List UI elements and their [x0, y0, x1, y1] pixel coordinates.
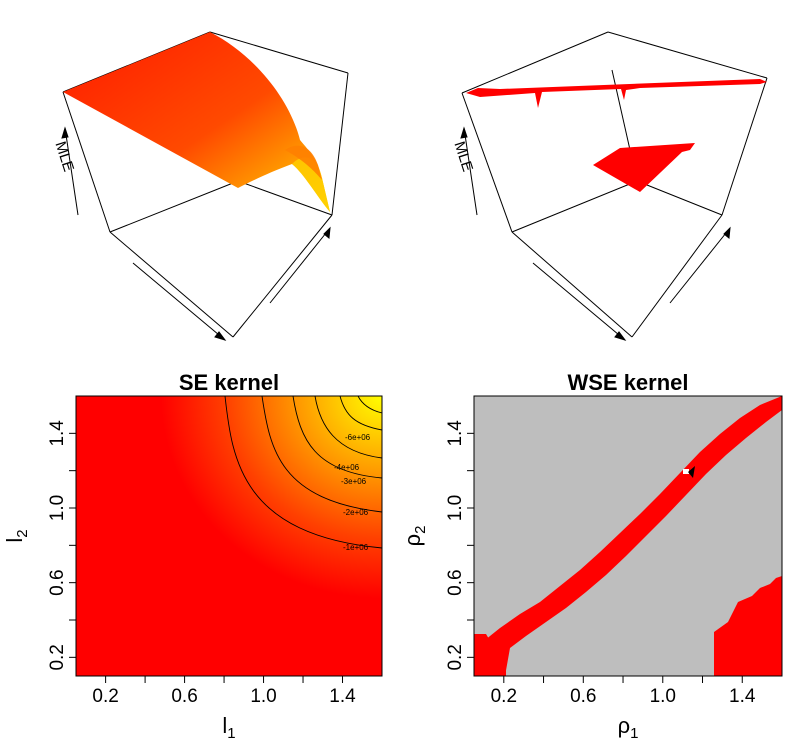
- x-tick-label: 0.6: [570, 686, 596, 707]
- x-tick-label: 0.2: [491, 686, 517, 707]
- y-axis-arrow: [669, 226, 731, 304]
- plot-area: -1e+06 -2e+06 -3e+06 -4e+06 -6e+06: [76, 396, 382, 676]
- contour-line: [224, 396, 382, 549]
- y-tick-label: 0.6: [445, 569, 466, 595]
- na-cell: [683, 469, 689, 474]
- x-axis-label: ρ1: [618, 713, 639, 740]
- bounding-box: [461, 31, 768, 338]
- y-axis-label: l2: [2, 529, 31, 542]
- y-axis-arrow: [269, 226, 331, 304]
- contour-line: [314, 396, 382, 459]
- z-axis-label: MLE: [450, 139, 476, 174]
- x-axis: 0.2 0.6 1.0 1.4: [491, 675, 756, 707]
- x-tick-label: 1.4: [329, 686, 356, 707]
- x-axis-label: l1: [222, 713, 235, 740]
- x-tick-label: 1.4: [729, 686, 756, 707]
- y-tick-label: 1.0: [445, 495, 466, 521]
- x-tick-label: 0.2: [92, 686, 118, 707]
- valid-corner: [714, 576, 782, 676]
- y-axis-label: ρ2: [400, 526, 429, 547]
- valid-band: [474, 634, 506, 676]
- y-tick-label: 0.6: [47, 569, 68, 595]
- y-tick-label: 0.2: [47, 644, 68, 670]
- x-tick-label: 0.6: [171, 686, 197, 707]
- x-axis-arrow: [132, 262, 227, 341]
- contour-line: [261, 396, 382, 513]
- x-axis: 0.2 0.6 1.0 1.4: [92, 675, 356, 707]
- contour-label: -1e+06: [343, 543, 369, 552]
- plot-area: [474, 396, 782, 676]
- black-spot: [688, 466, 695, 478]
- y-tick-label: 1.4: [47, 420, 68, 447]
- chart-title: WSE kernel: [567, 370, 688, 395]
- z-axis-arrow: [460, 126, 478, 216]
- contour-line: [339, 396, 382, 431]
- y-axis: 0.2 0.6 1.0 1.4: [47, 420, 77, 671]
- contour-line: [292, 396, 382, 479]
- x-tick-label: 1.0: [650, 686, 676, 707]
- z-axis-arrow: [61, 126, 79, 216]
- x-tick-label: 1.0: [250, 686, 276, 707]
- x-axis-arrow: [532, 262, 627, 341]
- contour-line: [357, 396, 382, 414]
- y-tick-label: 1.4: [445, 420, 466, 447]
- contour-label: -4e+06: [334, 463, 360, 472]
- heatmap-se: SE kernel -1e+06 -2e+06 -3e+06 -4e+06 -6…: [2, 370, 383, 740]
- heatmap-wse: WSE kernel 0.2 0.6 1.0 1.4 0.20.61.01.4 ρ1 …: [400, 370, 783, 740]
- surface-plot-wse: MLE: [450, 31, 768, 341]
- surface-plot-se: MLE: [51, 31, 349, 341]
- y-axis: 0.2 0.6 1.0 1.4: [445, 420, 475, 671]
- contour-lines: [224, 396, 382, 549]
- surface: [466, 79, 767, 192]
- y-tick-label: 1.0: [47, 495, 68, 521]
- contour-label: -3e+06: [341, 477, 367, 486]
- contour-label: -2e+06: [343, 508, 369, 517]
- chart-title: SE kernel: [179, 370, 279, 395]
- surface: [63, 32, 330, 212]
- valid-band: [474, 396, 782, 676]
- contour-labels: -1e+06 -2e+06 -3e+06 -4e+06 -6e+06: [334, 433, 371, 552]
- y-tick-label: 0.2: [445, 644, 466, 670]
- contour-label: -6e+06: [345, 433, 371, 442]
- z-axis-label: MLE: [51, 139, 77, 174]
- heat-gradient: [76, 396, 382, 676]
